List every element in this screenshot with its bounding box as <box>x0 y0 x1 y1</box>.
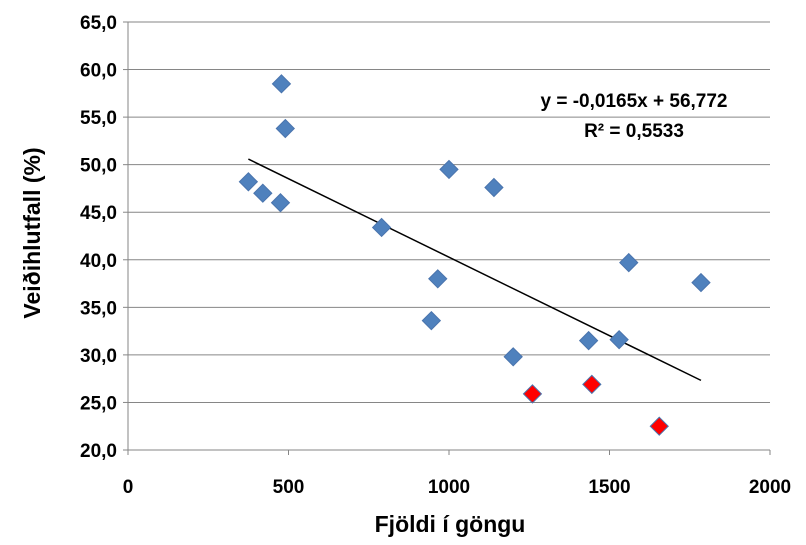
data-point-s0-0 <box>271 74 292 94</box>
data-point-s0-12 <box>609 329 629 350</box>
data-point-s0-1 <box>275 118 295 139</box>
x-axis-title: Fjöldi í göngu <box>375 511 526 537</box>
data-point-s0-13 <box>619 252 639 273</box>
data-point-s0-9 <box>421 310 442 331</box>
axes <box>123 21 771 455</box>
r-squared-label: R² = 0,5533 <box>584 121 684 142</box>
equation-label: y = -0,0165x + 56,772 <box>541 91 728 112</box>
data-point-s1-0 <box>522 384 543 404</box>
data-point-s0-3 <box>253 183 273 203</box>
data-point-s0-6 <box>439 159 459 180</box>
y-tick-label-6: 50,0 <box>80 156 117 177</box>
y-tick-label-1: 25,0 <box>80 393 117 414</box>
data-point-s0-10 <box>503 347 523 367</box>
trendline <box>248 158 702 382</box>
data-point-s1-1 <box>582 374 602 395</box>
data-point-s0-8 <box>428 269 448 289</box>
y-tick-label-0: 20,0 <box>80 441 117 462</box>
data-point-s0-14 <box>691 272 711 293</box>
data-point-s0-7 <box>484 177 504 198</box>
x-tick-label-2: 1000 <box>428 477 470 498</box>
trendline-group <box>248 158 702 382</box>
data-point-s0-4 <box>270 193 291 213</box>
data-point-s0-2 <box>238 172 259 192</box>
data-point-s0-5 <box>371 217 392 238</box>
y-tick-label-8: 60,0 <box>80 61 117 82</box>
y-axis-title: Veiðihlutfall (%) <box>19 147 45 318</box>
y-tick-label-9: 65,0 <box>80 13 117 34</box>
x-tick-labels: 0 500 1000 1500 2000 <box>123 477 791 498</box>
y-tick-label-4: 40,0 <box>80 251 117 272</box>
y-tick-labels: 20,0 25,0 30,0 35,0 40,0 45,0 50,0 55,0 60,0 65,0 <box>80 13 117 462</box>
x-tick-label-4: 2000 <box>749 477 791 498</box>
x-tick-label-0: 0 <box>123 477 134 498</box>
x-tick-label-3: 1500 <box>588 477 630 498</box>
y-tick-label-7: 55,0 <box>80 108 117 129</box>
y-tick-label-2: 30,0 <box>80 346 117 367</box>
y-tick-label-5: 45,0 <box>80 203 117 224</box>
x-tick-label-1: 500 <box>273 477 305 498</box>
data-points <box>238 74 711 436</box>
data-point-s0-11 <box>578 330 599 351</box>
data-point-s1-2 <box>649 416 669 436</box>
y-tick-label-3: 35,0 <box>80 298 117 319</box>
